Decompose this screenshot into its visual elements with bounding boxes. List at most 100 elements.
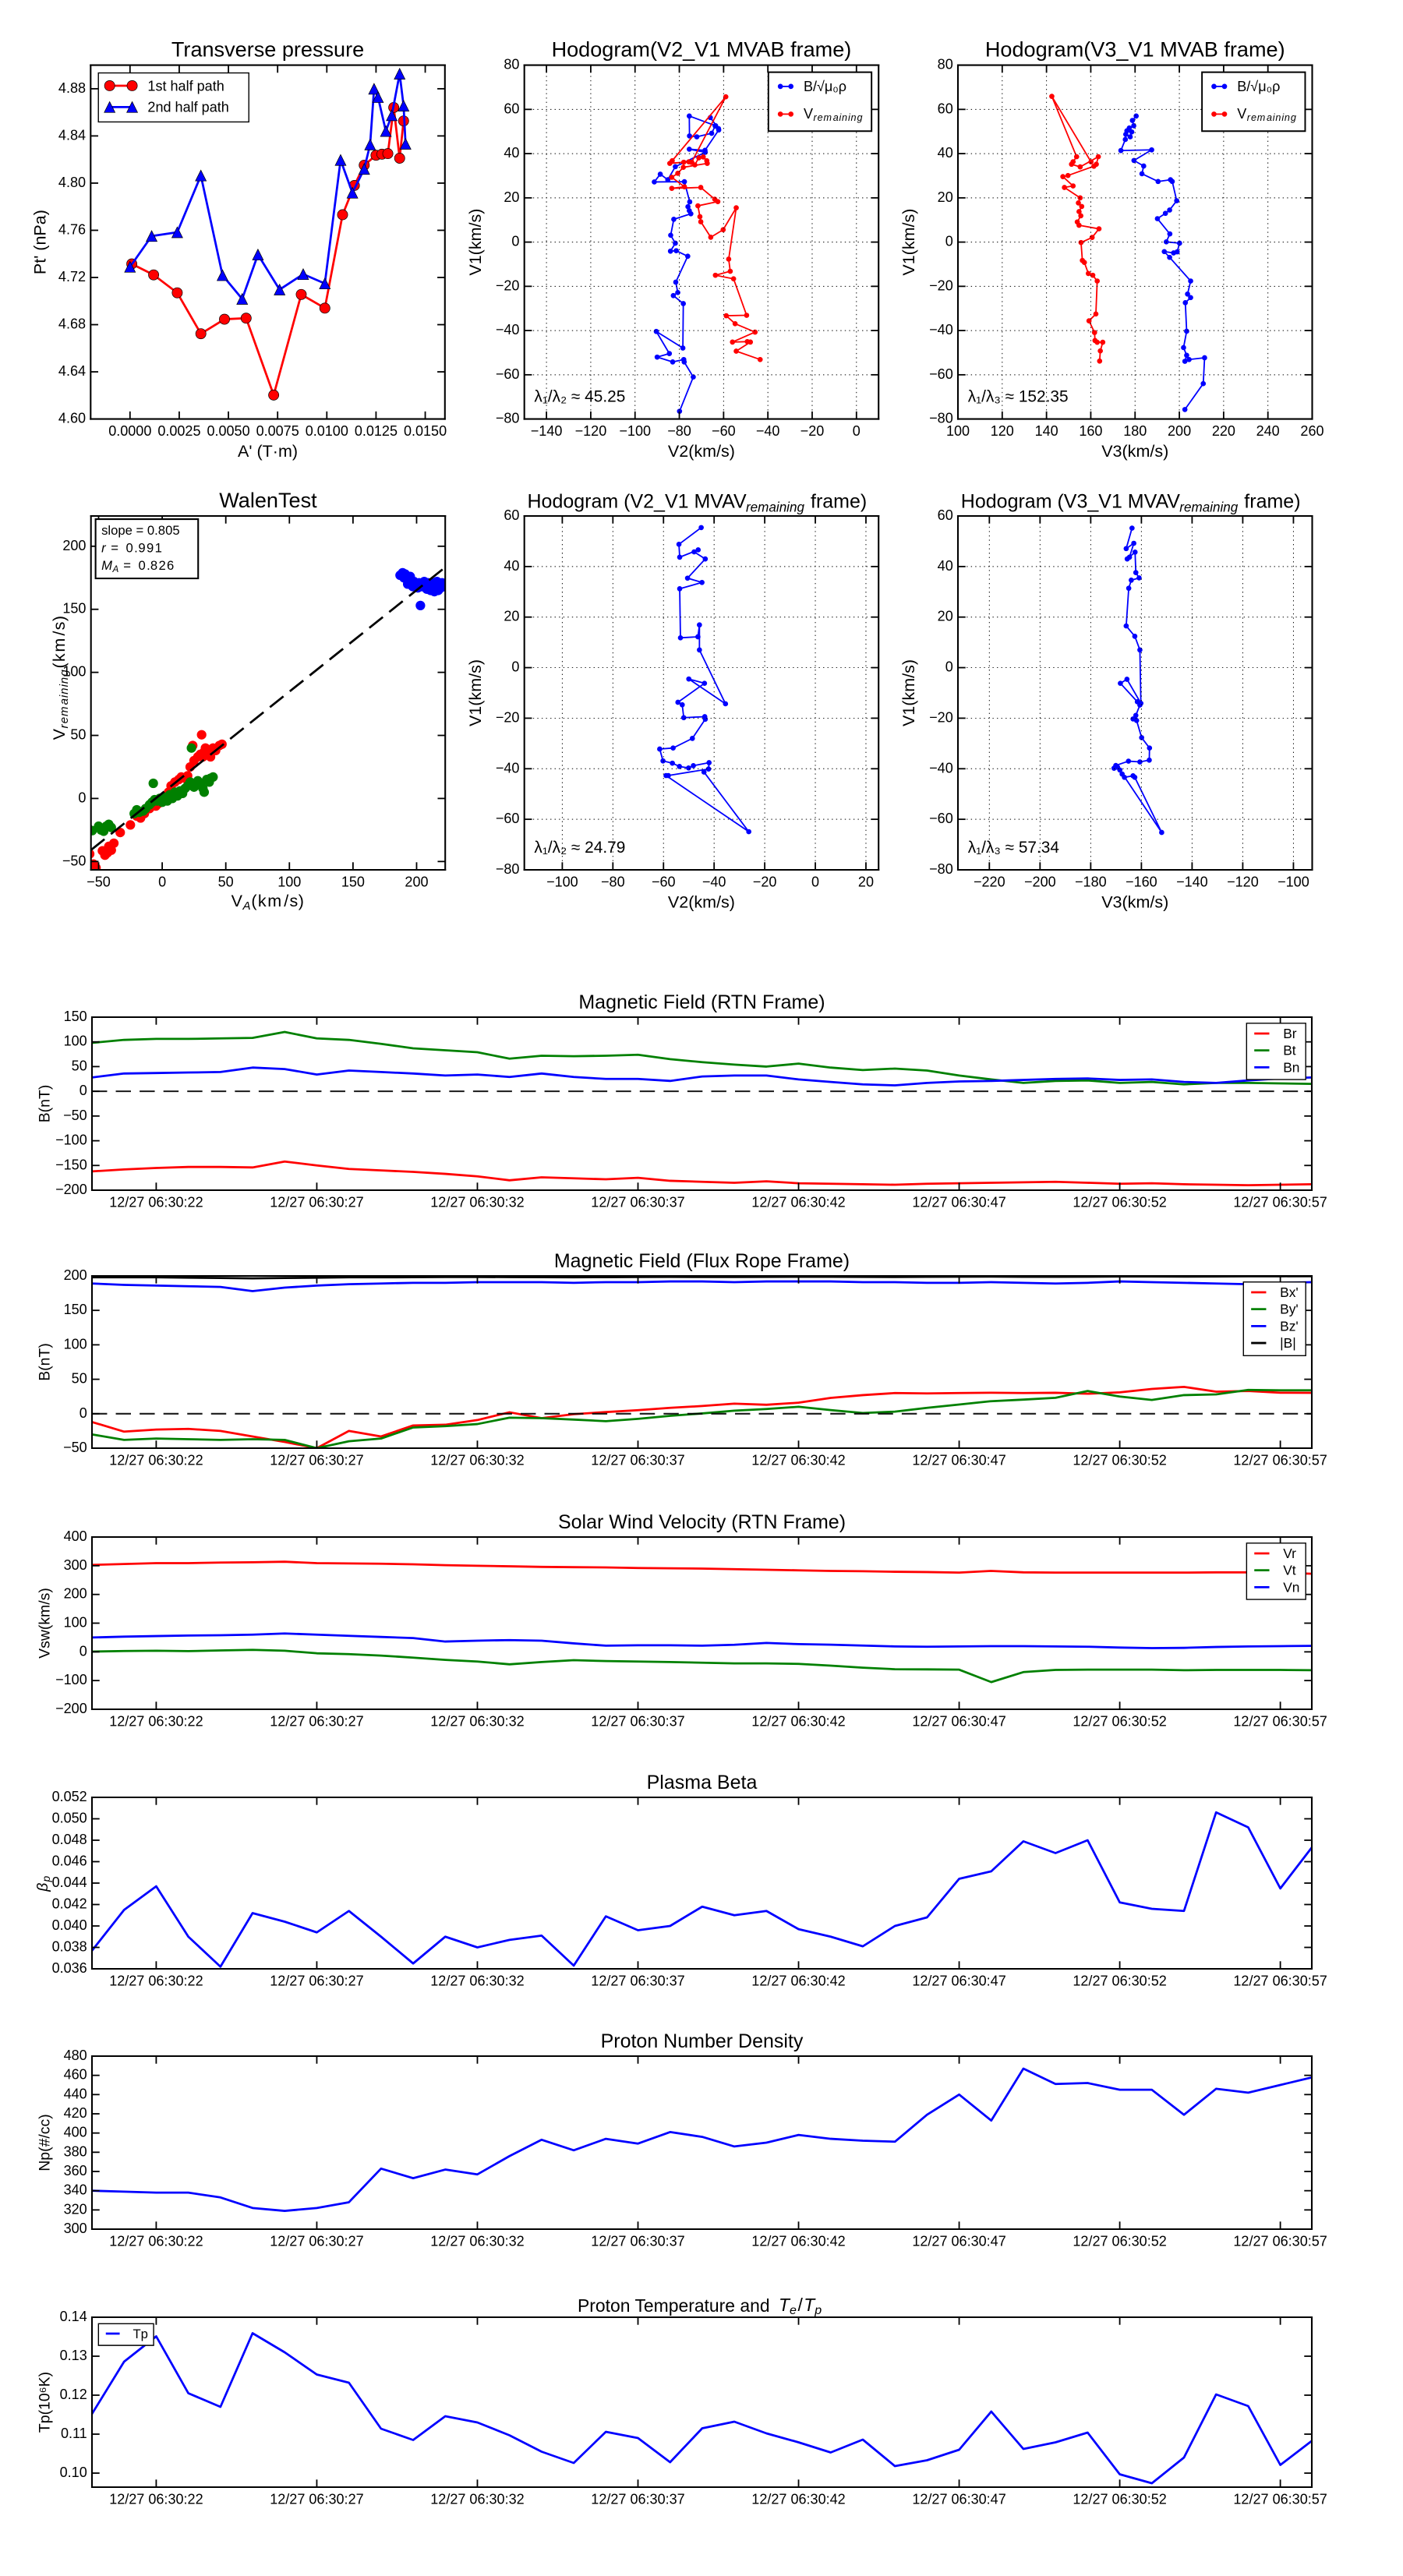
svg-text:Pt' (nPa): Pt' (nPa) <box>30 210 49 274</box>
svg-text:12/27 06:30:52: 12/27 06:30:52 <box>1073 1973 1166 1988</box>
svg-text:4.88: 4.88 <box>58 80 86 96</box>
svg-text:−100: −100 <box>55 1133 87 1148</box>
svg-text:0.13: 0.13 <box>60 2348 87 2363</box>
svg-text:12/27 06:30:32: 12/27 06:30:32 <box>430 1713 524 1729</box>
svg-text:0.0000: 0.0000 <box>108 423 151 439</box>
svg-text:0.0075: 0.0075 <box>256 423 299 439</box>
svg-text:0.048: 0.048 <box>52 1832 87 1847</box>
svg-text:20: 20 <box>858 874 874 889</box>
svg-text:12/27 06:30:37: 12/27 06:30:37 <box>591 1452 684 1468</box>
svg-text:12/27 06:30:57: 12/27 06:30:57 <box>1233 2491 1327 2507</box>
svg-text:12/27 06:30:52: 12/27 06:30:52 <box>1073 2491 1166 2507</box>
svg-text:0.11: 0.11 <box>61 2426 87 2441</box>
svg-text:360: 360 <box>64 2163 87 2178</box>
svg-text:0.044: 0.044 <box>52 1875 87 1890</box>
svg-text:12/27 06:30:32: 12/27 06:30:32 <box>430 1452 524 1468</box>
svg-text:−20: −20 <box>929 277 953 293</box>
svg-text:12/27 06:30:32: 12/27 06:30:32 <box>430 2233 524 2249</box>
svg-text:Hodogram (V3_V1 MVAV: Hodogram (V3_V1 MVAV <box>961 490 1180 512</box>
svg-text:V3(km/s): V3(km/s) <box>1101 892 1168 911</box>
svg-text:remaining: remaining <box>1179 500 1238 514</box>
svg-text:12/27 06:30:52: 12/27 06:30:52 <box>1073 1452 1166 1468</box>
svg-text:12/27 06:30:32: 12/27 06:30:32 <box>430 1194 524 1210</box>
svg-text:Vr: Vr <box>1283 1546 1296 1561</box>
svg-text:50: 50 <box>70 727 86 743</box>
svg-text:B(nT): B(nT) <box>36 1085 53 1123</box>
svg-text:−20: −20 <box>929 709 953 725</box>
svg-text:20: 20 <box>938 189 953 205</box>
svg-text:0: 0 <box>80 1083 87 1098</box>
svg-text:60: 60 <box>504 101 519 116</box>
svg-text:−60: −60 <box>712 423 736 439</box>
svg-text:remaining: remaining <box>746 500 804 514</box>
svg-text:Br: Br <box>1283 1026 1297 1041</box>
svg-text:−200: −200 <box>1024 874 1056 889</box>
svg-text:−50: −50 <box>62 853 87 868</box>
svg-text:0.038: 0.038 <box>52 1938 87 1954</box>
svg-text:12/27 06:30:22: 12/27 06:30:22 <box>109 2233 203 2249</box>
svg-text:80: 80 <box>938 57 953 72</box>
svg-text:−40: −40 <box>929 322 953 337</box>
svg-text:−50: −50 <box>63 1440 87 1455</box>
svg-text:60: 60 <box>504 507 519 523</box>
svg-text:−80: −80 <box>601 874 625 889</box>
svg-text:β p: β p <box>32 1875 52 1892</box>
svg-text:−60: −60 <box>652 874 676 889</box>
svg-text:100: 100 <box>946 423 970 439</box>
svg-text:−80: −80 <box>929 411 953 426</box>
svg-text:150: 150 <box>341 874 365 889</box>
svg-text:1st half path: 1st half path <box>147 78 224 94</box>
svg-text:150: 150 <box>62 601 86 617</box>
svg-text:100: 100 <box>277 874 301 889</box>
svg-text:0: 0 <box>80 1405 87 1421</box>
svg-text:−220: −220 <box>974 874 1005 889</box>
svg-text:12/27 06:30:32: 12/27 06:30:32 <box>430 2491 524 2507</box>
svg-text:12/27 06:30:47: 12/27 06:30:47 <box>912 1713 1005 1729</box>
svg-text:Proton Number Density: Proton Number Density <box>601 2030 804 2052</box>
svg-text:2nd half path: 2nd half path <box>147 100 228 115</box>
svg-text:V1(km/s): V1(km/s) <box>466 209 485 276</box>
svg-text:−160: −160 <box>1126 874 1157 889</box>
svg-text:V2(km/s): V2(km/s) <box>668 442 735 461</box>
svg-text:12/27 06:30:52: 12/27 06:30:52 <box>1073 1713 1166 1729</box>
svg-text:Hodogram(V2_V1 MVAB frame): Hodogram(V2_V1 MVAB frame) <box>552 37 852 61</box>
svg-text:B/√μ₀ρ: B/√μ₀ρ <box>804 79 846 94</box>
svg-text:0.10: 0.10 <box>60 2465 87 2480</box>
svg-text:12/27 06:30:27: 12/27 06:30:27 <box>270 2233 363 2249</box>
svg-text:0.0150: 0.0150 <box>404 423 447 439</box>
svg-text:12/27 06:30:27: 12/27 06:30:27 <box>270 1713 363 1729</box>
svg-text:0: 0 <box>78 790 86 805</box>
svg-text:400: 400 <box>64 1528 87 1544</box>
svg-text:−80: −80 <box>496 861 520 877</box>
svg-text:12/27 06:30:37: 12/27 06:30:37 <box>591 2233 684 2249</box>
svg-text:150: 150 <box>64 1009 87 1024</box>
svg-text:4.60: 4.60 <box>58 411 86 426</box>
svg-text:12/27 06:30:42: 12/27 06:30:42 <box>751 1713 845 1729</box>
svg-text:12/27 06:30:27: 12/27 06:30:27 <box>270 1973 363 1988</box>
svg-text:0.0100: 0.0100 <box>306 423 348 439</box>
svg-text:50: 50 <box>72 1371 87 1387</box>
svg-text:12/27 06:30:37: 12/27 06:30:37 <box>591 1973 684 1988</box>
svg-text:0: 0 <box>511 659 519 675</box>
svg-text:12/27 06:30:52: 12/27 06:30:52 <box>1073 1194 1166 1210</box>
svg-text:50: 50 <box>72 1058 87 1073</box>
svg-text:12/27 06:30:57: 12/27 06:30:57 <box>1233 1973 1327 1988</box>
svg-text:−120: −120 <box>1227 874 1259 889</box>
svg-text:460: 460 <box>64 2067 87 2083</box>
svg-text:frame): frame) <box>811 490 867 512</box>
svg-text:20: 20 <box>504 609 519 624</box>
svg-text:−200: −200 <box>55 1182 87 1197</box>
svg-text:40: 40 <box>504 558 519 574</box>
svg-text:−100: −100 <box>55 1672 87 1687</box>
svg-text:−40: −40 <box>496 760 520 776</box>
svg-text:12/27 06:30:37: 12/27 06:30:37 <box>591 1713 684 1729</box>
svg-text:Bn: Bn <box>1283 1059 1299 1075</box>
svg-text:Vt: Vt <box>1283 1563 1296 1578</box>
svg-text:0: 0 <box>511 234 519 249</box>
svg-text:12/27 06:30:37: 12/27 06:30:37 <box>591 2491 684 2507</box>
svg-text:50: 50 <box>218 874 234 889</box>
svg-text:12/27 06:30:57: 12/27 06:30:57 <box>1233 1713 1327 1729</box>
svg-text:Transverse pressure: Transverse pressure <box>171 37 364 61</box>
svg-text:12/27 06:30:42: 12/27 06:30:42 <box>751 1452 845 1468</box>
svg-text:12/27 06:30:42: 12/27 06:30:42 <box>751 1194 845 1210</box>
